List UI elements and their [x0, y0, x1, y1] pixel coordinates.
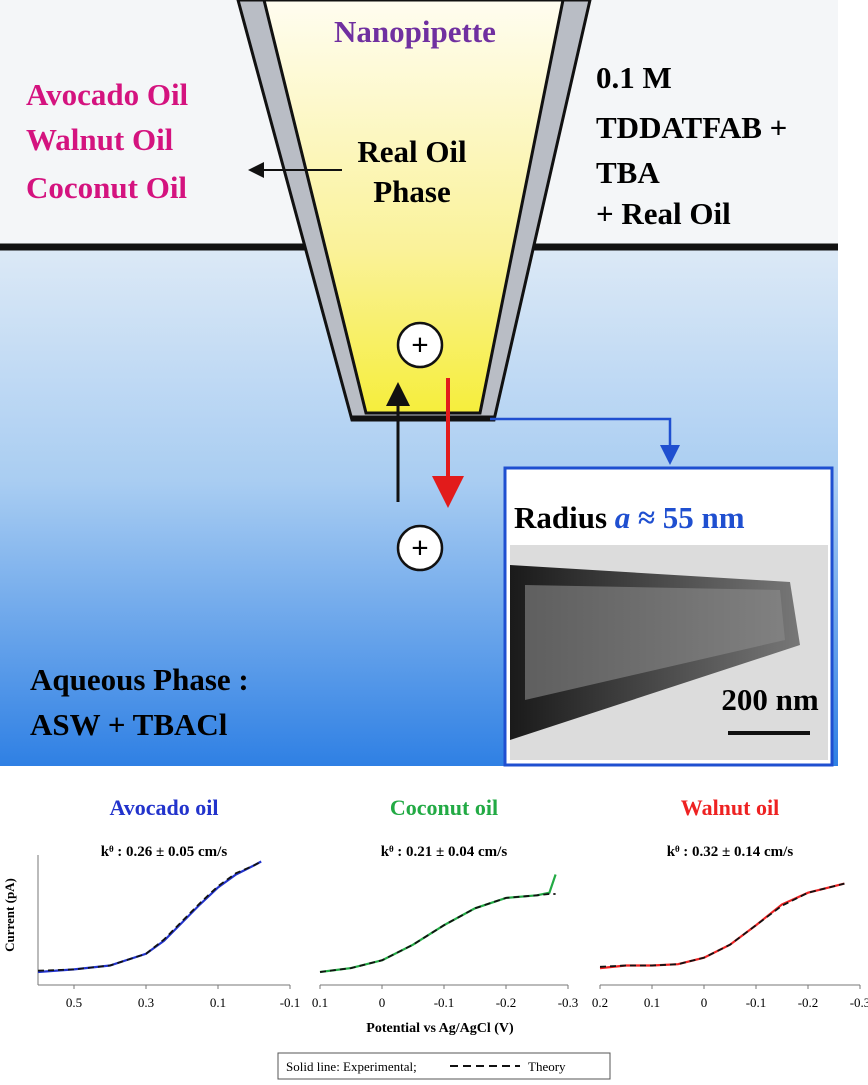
- solution-line: 0.1 M: [596, 60, 672, 95]
- aqueous-label: ASW + TBACl: [30, 707, 228, 742]
- x-tick-label: -0.1: [280, 995, 301, 1010]
- x-tick-label: -0.3: [558, 995, 579, 1010]
- oil-name: Walnut Oil: [26, 122, 174, 157]
- x-tick-label: -0.1: [434, 995, 455, 1010]
- oil-name: Avocado Oil: [26, 77, 189, 112]
- chart-annotation: kᶿ : 0.26 ± 0.05 cm/s: [101, 844, 228, 860]
- chart-title: Avocado oil: [110, 795, 219, 820]
- x-tick-label: 0.2: [592, 995, 608, 1010]
- solution-line: TBA: [596, 155, 660, 190]
- inner-label: Real Oil: [357, 134, 467, 169]
- chart-annotation: kᶿ : 0.21 ± 0.04 cm/s: [381, 844, 508, 860]
- curve: [599, 882, 845, 968]
- tem-bore: [525, 585, 785, 700]
- curve: [319, 874, 557, 974]
- x-tick-label: 0.3: [138, 995, 154, 1010]
- legend-box: [277, 1052, 611, 1080]
- x-tick-label: 0.1: [210, 995, 226, 1010]
- solution-line: + Real Oil: [596, 196, 731, 231]
- solution-line: TDDATFAB +: [596, 110, 787, 145]
- x-axis-label: Potential vs Ag/AgCl (V): [366, 1021, 514, 1036]
- y-axis-label: Current (pA): [2, 878, 17, 952]
- pipette-label: Nanopipette: [334, 14, 496, 49]
- ion: [396, 321, 444, 369]
- curve: [319, 893, 556, 973]
- ion: [396, 524, 444, 572]
- aqueous-label: Aqueous Phase :: [30, 662, 249, 697]
- x-tick-label: 0: [379, 995, 386, 1010]
- x-tick-label: -0.3: [850, 995, 868, 1010]
- zoom-connector: [490, 417, 680, 465]
- legend-label: Theory: [528, 1059, 566, 1074]
- x-tick-label: 0.1: [644, 995, 660, 1010]
- pipette-inner: [262, 0, 565, 415]
- inset-title-suffix: ≈ 55 nm: [638, 500, 745, 535]
- ion-sign: +: [411, 327, 429, 362]
- curve: [599, 882, 845, 970]
- x-tick-label: -0.2: [496, 995, 517, 1010]
- chart-title: Coconut oil: [390, 795, 498, 820]
- legend-label: Solid line: Experimental;: [286, 1059, 417, 1074]
- x-tick-label: 0.5: [66, 995, 82, 1010]
- inner-label: Phase: [373, 174, 451, 209]
- x-tick-label: -0.2: [798, 995, 819, 1010]
- ion-sign: +: [411, 530, 429, 565]
- inset-title: Radius a ≈ 55 nm: [514, 500, 745, 535]
- chart-title: Walnut oil: [681, 795, 779, 820]
- x-tick-label: -0.1: [746, 995, 767, 1010]
- inset-title-prefix: Radius: [514, 500, 607, 535]
- inset-title-var: a: [615, 500, 631, 535]
- scale-label: 200 nm: [721, 682, 818, 717]
- x-tick-label: 0: [701, 995, 708, 1010]
- oil-name: Coconut Oil: [26, 170, 187, 205]
- curve: [37, 860, 262, 972]
- x-tick-label: 0.1: [312, 995, 328, 1010]
- chart-annotation: kᶿ : 0.32 ± 0.14 cm/s: [667, 844, 794, 860]
